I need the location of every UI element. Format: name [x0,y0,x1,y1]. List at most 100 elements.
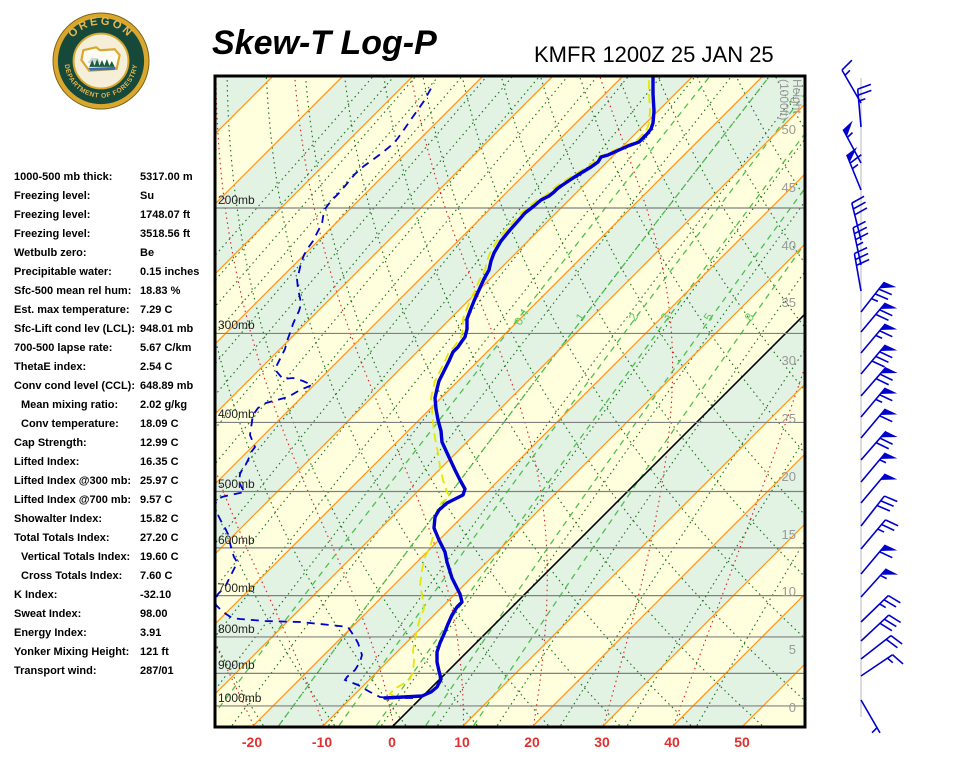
isotherm-line [812,76,960,727]
wind-barb [860,568,899,598]
index-row: Lifted Index @700 mb: 9.57 C [14,491,214,510]
wind-barb [860,302,898,333]
index-label: Lifted Index: [14,456,80,468]
pressure-label: 300mb [218,318,255,333]
index-row: 700-500 lapse rate: 5.67 C/km [14,339,214,358]
chart-area [0,70,960,727]
dry-adiabat-line [344,76,692,726]
index-value: -32.10 [140,589,172,601]
index-label: Showalter Index: [14,513,103,525]
index-row: Vertical Totals Index: 19.60 C [14,548,214,567]
wind-barb [860,430,898,461]
temp-band [215,104,805,727]
indices-panel: 1000-500 mb thick: 5317.00 m Freezing leve… [14,168,214,681]
index-label: ThetaE index: [14,361,87,373]
temp-band [0,76,133,727]
dry-adiabat-line [265,76,549,726]
height-tick-label: 20 [781,468,796,484]
index-row: Transport wind: 287/01 [14,662,214,681]
index-label: Lifted Index @300 mb: [14,475,132,487]
index-row: Mean mixing ratio: 2.02 g/kg [14,396,214,415]
index-row: Energy Index: 3.91 [14,624,214,643]
index-value: 15.82 C [140,513,179,525]
pressure-label: 500mb [218,476,255,491]
dry-adiabat-line [889,70,960,726]
index-label: Cross Totals Index: [21,570,123,582]
pressure-label: 400mb [218,407,255,422]
index-value: 18.09 C [140,418,179,430]
index-row: Lifted Index: 16.35 C [14,453,214,472]
index-value: 3518.56 ft [140,228,191,240]
index-row: Conv temperature: 18.09 C [14,415,214,434]
height-tick-label: 50 [781,122,796,137]
index-row: Wetbulb zero: Be [14,244,214,263]
wind-barb [851,195,868,241]
dry-adiabat-line [383,76,763,726]
index-label: Transport wind: [14,665,97,677]
index-label: Sfc-Lift cond lev (LCL): [14,323,135,335]
index-row: Precipitable water: 0.15 inches [14,263,214,282]
isotherm-line [215,76,484,345]
zero-isotherm-line [391,312,805,727]
height-tick-label: 5 [788,642,796,658]
isotherm-line [461,383,805,727]
mixing-ratio-line [425,187,805,726]
wind-barb [860,473,898,504]
isotherm-line [0,76,133,727]
pressure-label: 700mb [218,580,255,595]
height-tick-label: 0 [788,700,796,715]
dry-adiabat-line [850,70,960,726]
index-value: 25.97 C [140,475,179,487]
index-row: Cap Strength: 12.99 C [14,434,214,453]
index-value: 5.67 C/km [140,342,192,354]
index-row: Showalter Index: 15.82 C [14,510,214,529]
temp-tick-label: -10 [311,734,333,750]
index-value: 98.00 [140,608,168,620]
temp-tick-label: 30 [594,734,610,750]
index-label: Freezing level: [14,228,91,240]
index-label: 700-500 lapse rate: [14,342,113,354]
wetbulb-profile-line [388,77,651,699]
index-row: Cross Totals Index: 7.60 C [14,567,214,586]
index-label: 1000-500 mb thick: [14,171,113,183]
index-row: ThetaE index: 2.54 C [14,358,214,377]
isotherm-line [251,173,805,727]
dry-adiabat-line [696,76,805,265]
index-value: 287/01 [140,665,174,677]
temp-tick-label: 10 [454,734,470,750]
isotherm-line [215,76,554,415]
index-label: Freezing level: [14,209,91,221]
index-value: 19.60 C [140,551,179,563]
index-row: Sfc-500 mean rel hum: 18.83 % [14,282,214,301]
wind-barb [860,519,899,550]
index-value: 9.57 C [140,494,173,506]
odf-logo: OREGON DEPARTMENT OF FORESTRY [52,12,150,110]
isotherm-line [531,453,805,727]
temp-tick-label: -20 [241,734,263,750]
height-tick-label: 35 [781,295,796,311]
dry-adiabat-line [618,76,805,392]
index-value: 2.02 g/kg [140,399,188,411]
index-row: Conv cond level (CCL): 648.89 mb [14,377,214,396]
index-row: Freezing level: 1748.07 ft [14,206,214,225]
index-label: Precipitable water: [14,266,112,278]
height-tick-label: 45 [781,179,796,195]
index-value: 16.35 C [140,456,179,468]
moist-adiabat-line [673,364,805,726]
index-value: 2.54 C [140,361,173,373]
index-row: Yonker Mixing Height: 121 ft [14,643,214,662]
index-value: 7.60 C [140,570,173,582]
index-value: 12.99 C [140,437,179,449]
mixing-dotted-line [215,76,375,257]
index-label: Wetbulb zero: [14,247,87,259]
index-value: 948.01 mb [140,323,194,335]
isotherm-line [215,76,344,205]
mixing-dotted-line [328,81,805,726]
index-row: Est. max temperature: 7.29 C [14,301,214,320]
isotherm-line [601,523,805,727]
isotherm-line [215,76,764,625]
mixing-dotted-line [215,76,662,638]
index-row: K Index: -32.10 [14,586,214,605]
station-timestamp: KMFR 1200Z 25 JAN 25 [534,42,774,67]
